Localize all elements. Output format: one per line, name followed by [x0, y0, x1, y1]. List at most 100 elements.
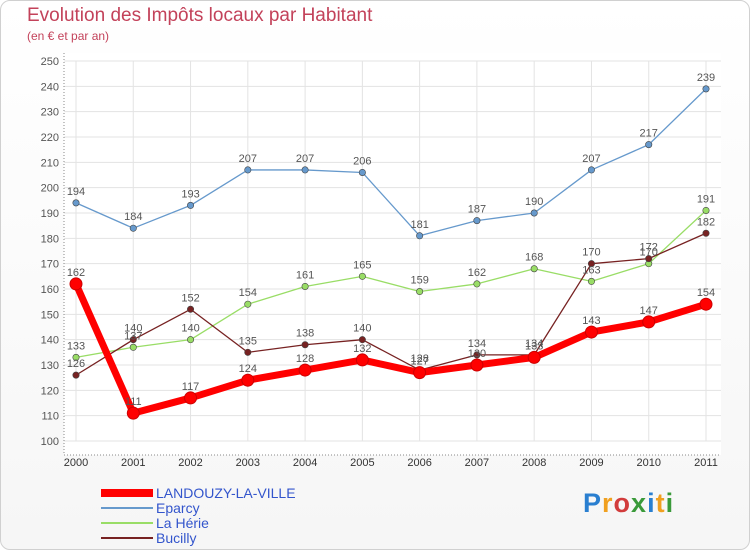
data-point	[298, 363, 312, 377]
x-tick-label: 2005	[350, 457, 374, 469]
logo-letter: P	[583, 488, 603, 518]
data-point	[301, 166, 309, 174]
data-point	[470, 358, 484, 372]
data-label: 154	[697, 287, 715, 299]
data-label: 187	[468, 204, 486, 216]
data-label: 154	[239, 287, 257, 299]
data-label: 182	[697, 216, 715, 228]
y-tick-label: 150	[41, 309, 59, 321]
data-label: 207	[582, 153, 600, 165]
data-label: 134	[525, 338, 543, 350]
y-tick-label: 110	[41, 411, 59, 423]
data-label: 140	[353, 323, 371, 335]
data-label: 162	[468, 267, 486, 279]
data-point	[244, 166, 252, 174]
data-label: 134	[468, 338, 486, 350]
data-point	[241, 373, 255, 387]
data-label: 194	[67, 186, 85, 198]
y-tick-label: 100	[41, 436, 59, 448]
data-label: 140	[124, 323, 142, 335]
data-point	[358, 272, 366, 280]
data-point	[244, 348, 252, 356]
data-point	[473, 280, 481, 288]
x-tick-label: 2000	[64, 457, 88, 469]
data-label: 126	[67, 358, 85, 370]
data-point	[187, 305, 195, 313]
chart-subtitle: (en € et par an)	[27, 29, 110, 43]
data-label: 137	[124, 330, 142, 342]
data-point	[699, 297, 713, 311]
data-label: 163	[582, 264, 600, 276]
legend-label: LANDOUZY-LA-VILLE	[156, 485, 296, 501]
data-point	[72, 371, 80, 379]
data-point	[702, 206, 710, 214]
y-tick-label: 140	[41, 335, 59, 347]
chart-title: Evolution des Impôts locaux par Habitant	[27, 5, 373, 26]
x-tick-label: 2011	[694, 457, 718, 469]
y-tick-label: 210	[41, 157, 59, 169]
logo-letter: t	[655, 488, 666, 518]
series-line	[72, 280, 710, 417]
data-label: 191	[697, 193, 715, 205]
data-label: 168	[525, 252, 543, 264]
y-tick-label: 220	[41, 132, 59, 144]
y-tick-label: 240	[41, 81, 59, 93]
data-label: 170	[640, 247, 658, 259]
y-tick-label: 180	[41, 233, 59, 245]
logo-letter: o	[613, 488, 632, 518]
y-tick-label: 160	[41, 284, 59, 296]
y-tick-label: 200	[41, 183, 59, 195]
data-point	[416, 232, 424, 240]
logo-letter: r	[602, 488, 614, 518]
data-point	[72, 353, 80, 361]
legend-label: Eparcy	[156, 500, 200, 516]
data-label: 152	[181, 292, 199, 304]
data-label: 165	[353, 259, 371, 271]
x-tick-label: 2002	[178, 457, 202, 469]
data-label: 172	[640, 242, 658, 254]
data-point	[187, 201, 195, 209]
data-point	[584, 325, 598, 339]
data-label: 207	[239, 153, 257, 165]
y-tick-label: 230	[41, 107, 59, 119]
data-label: 206	[353, 155, 371, 167]
y-tick-label: 130	[41, 360, 59, 372]
data-point	[187, 336, 195, 344]
data-label: 239	[697, 72, 715, 84]
x-tick-label: 2003	[236, 457, 260, 469]
data-label: 124	[239, 363, 257, 375]
data-label: 132	[353, 343, 371, 355]
x-tick-label: 2006	[407, 457, 431, 469]
data-point	[358, 336, 366, 344]
plot-area	[64, 53, 721, 455]
data-point	[129, 224, 137, 232]
x-tick-label: 2004	[293, 457, 317, 469]
data-point	[587, 260, 595, 268]
data-label: 190	[525, 196, 543, 208]
x-tick-label: 2007	[465, 457, 489, 469]
data-point	[355, 353, 369, 367]
proxiti-logo: Proxiti	[583, 488, 674, 519]
data-label: 162	[67, 267, 85, 279]
data-point	[129, 336, 137, 344]
data-point	[645, 141, 653, 149]
data-label: 143	[582, 315, 600, 327]
data-point	[702, 229, 710, 237]
data-point	[301, 282, 309, 290]
data-point	[69, 277, 83, 291]
data-point	[530, 265, 538, 273]
data-point	[587, 277, 595, 285]
y-tick-label: 170	[41, 259, 59, 271]
data-label: 128	[410, 353, 428, 365]
x-tick-label: 2010	[636, 457, 660, 469]
data-label: 130	[468, 348, 486, 360]
data-point	[416, 288, 424, 296]
data-point	[126, 406, 140, 420]
data-label: 181	[410, 219, 428, 231]
y-tick-label: 250	[41, 56, 59, 68]
data-point	[413, 366, 427, 380]
data-point	[527, 350, 541, 364]
data-point	[129, 343, 137, 351]
